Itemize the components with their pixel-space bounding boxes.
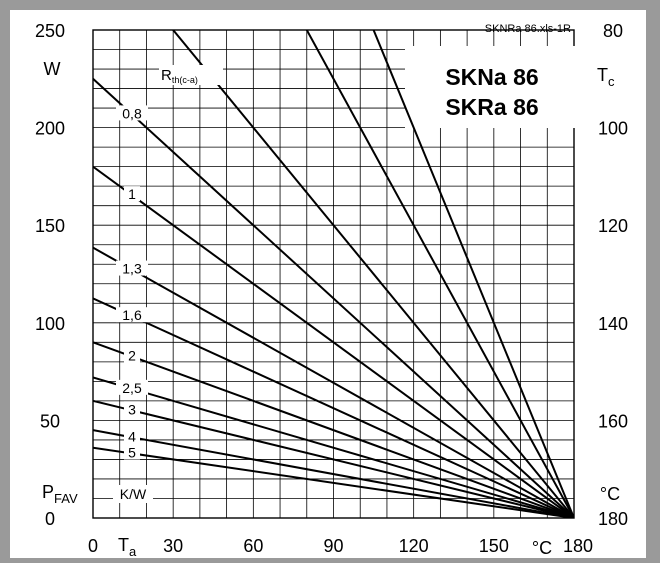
series-label-bg: [116, 105, 148, 121]
series-label: 1: [128, 186, 136, 202]
series-label: 1,6: [122, 307, 142, 323]
x-axis-ticks: 0 30 60 90 120 150 180: [88, 536, 593, 556]
right-tick-label: 80: [603, 21, 623, 41]
series-line: [93, 165, 574, 518]
thermal-chart: 0,8 1 1,3 1,6 2 2,5 3 45 0 50 100 150 200 250 80 100 1…: [35, 21, 628, 559]
series-line: [93, 78, 574, 518]
x-axis-title-main: T: [118, 535, 129, 555]
right-tick-label: 180: [598, 509, 628, 529]
right-tick-label: 120: [598, 216, 628, 236]
x-tick-label: 60: [243, 536, 263, 556]
series-label-bg: [116, 260, 148, 276]
series-line: [93, 297, 574, 518]
series-label-bg: [124, 444, 140, 460]
series-line: [93, 429, 574, 518]
x-tick-label: 0: [88, 536, 98, 556]
series-label: 0,8: [122, 105, 142, 121]
series-label-bg: [116, 379, 148, 395]
rth-label-bg: [159, 65, 223, 85]
left-axis-title-main: P: [42, 482, 54, 502]
series-label: 2,5: [122, 380, 142, 396]
series-label-bg: [116, 307, 148, 323]
series-line: [93, 446, 574, 518]
series-label-bg: [124, 401, 140, 417]
series-label-bg: [124, 428, 140, 444]
rth-label-main: R: [161, 67, 172, 84]
right-axis-title-sub: c: [608, 74, 615, 89]
series-line: [93, 341, 574, 518]
series-line: [93, 376, 574, 518]
chart-frame: 0,8 1 1,3 1,6 2 2,5 3 4 5 0 50 100 150 200 250 80 100 1…: [10, 10, 646, 559]
chart-title-line-1: SKNa 86: [445, 64, 538, 90]
x-tick-label: 150: [479, 536, 509, 556]
rth-label-sub: th(c-a): [172, 75, 198, 85]
series-label: 3: [128, 401, 136, 417]
title-box-bg: [405, 46, 587, 128]
series-line: [372, 30, 574, 518]
right-axis-title: Tc: [597, 65, 615, 89]
right-axis-unit: °C: [600, 484, 620, 504]
left-axis-title: PFAV: [42, 482, 78, 506]
left-axis-ticks: 0 50 100 150 200 250: [35, 21, 65, 529]
series-label-bg: [124, 347, 140, 363]
right-axis-ticks: 80 100 120 140 160 180: [598, 21, 628, 529]
x-axis-unit: °C: [532, 538, 552, 558]
source-label: SKNRa 86.xls-1R: [485, 23, 571, 35]
series-line: [171, 30, 574, 518]
x-tick-label: 120: [399, 536, 429, 556]
left-axis-unit: W: [44, 59, 61, 79]
kw-label: K/W: [120, 486, 147, 502]
right-axis-title-main: T: [597, 65, 608, 85]
left-tick-label: 0: [45, 509, 55, 529]
right-tick-label: 140: [598, 314, 628, 334]
chart-title-line-2: SKRa 86: [445, 94, 538, 120]
plot-border: [92, 29, 575, 519]
series-lines: [93, 30, 574, 518]
x-axis-title-sub: a: [129, 544, 137, 558]
x-tick-label: 90: [323, 536, 343, 556]
series-labels: 0,8 1 1,3 1,6 2 2,5 3 45: [116, 105, 148, 460]
series-label: 4: [128, 428, 136, 444]
left-tick-label: 100: [35, 314, 65, 334]
series-line: [305, 30, 574, 518]
left-tick-label: 50: [40, 411, 60, 431]
x-tick-label: 30: [163, 536, 183, 556]
rth-label: Rth(c-a): [161, 67, 198, 85]
series-label: 2: [128, 348, 136, 364]
series-label: 1,3: [122, 261, 142, 277]
series-line: [93, 399, 574, 518]
right-tick-label: 160: [598, 411, 628, 431]
series-label-bg: [124, 186, 140, 202]
right-tick-label: 100: [598, 119, 628, 139]
x-axis-title: Ta: [118, 535, 137, 558]
x-tick-label: 180: [563, 536, 593, 556]
left-tick-label: 200: [35, 119, 65, 139]
series-label: 5: [128, 444, 136, 460]
kw-label-bg: [113, 485, 153, 503]
left-tick-label: 150: [35, 216, 65, 236]
left-tick-label: 250: [35, 21, 65, 41]
series-line: [93, 246, 574, 518]
left-axis-title-sub: FAV: [54, 491, 78, 506]
